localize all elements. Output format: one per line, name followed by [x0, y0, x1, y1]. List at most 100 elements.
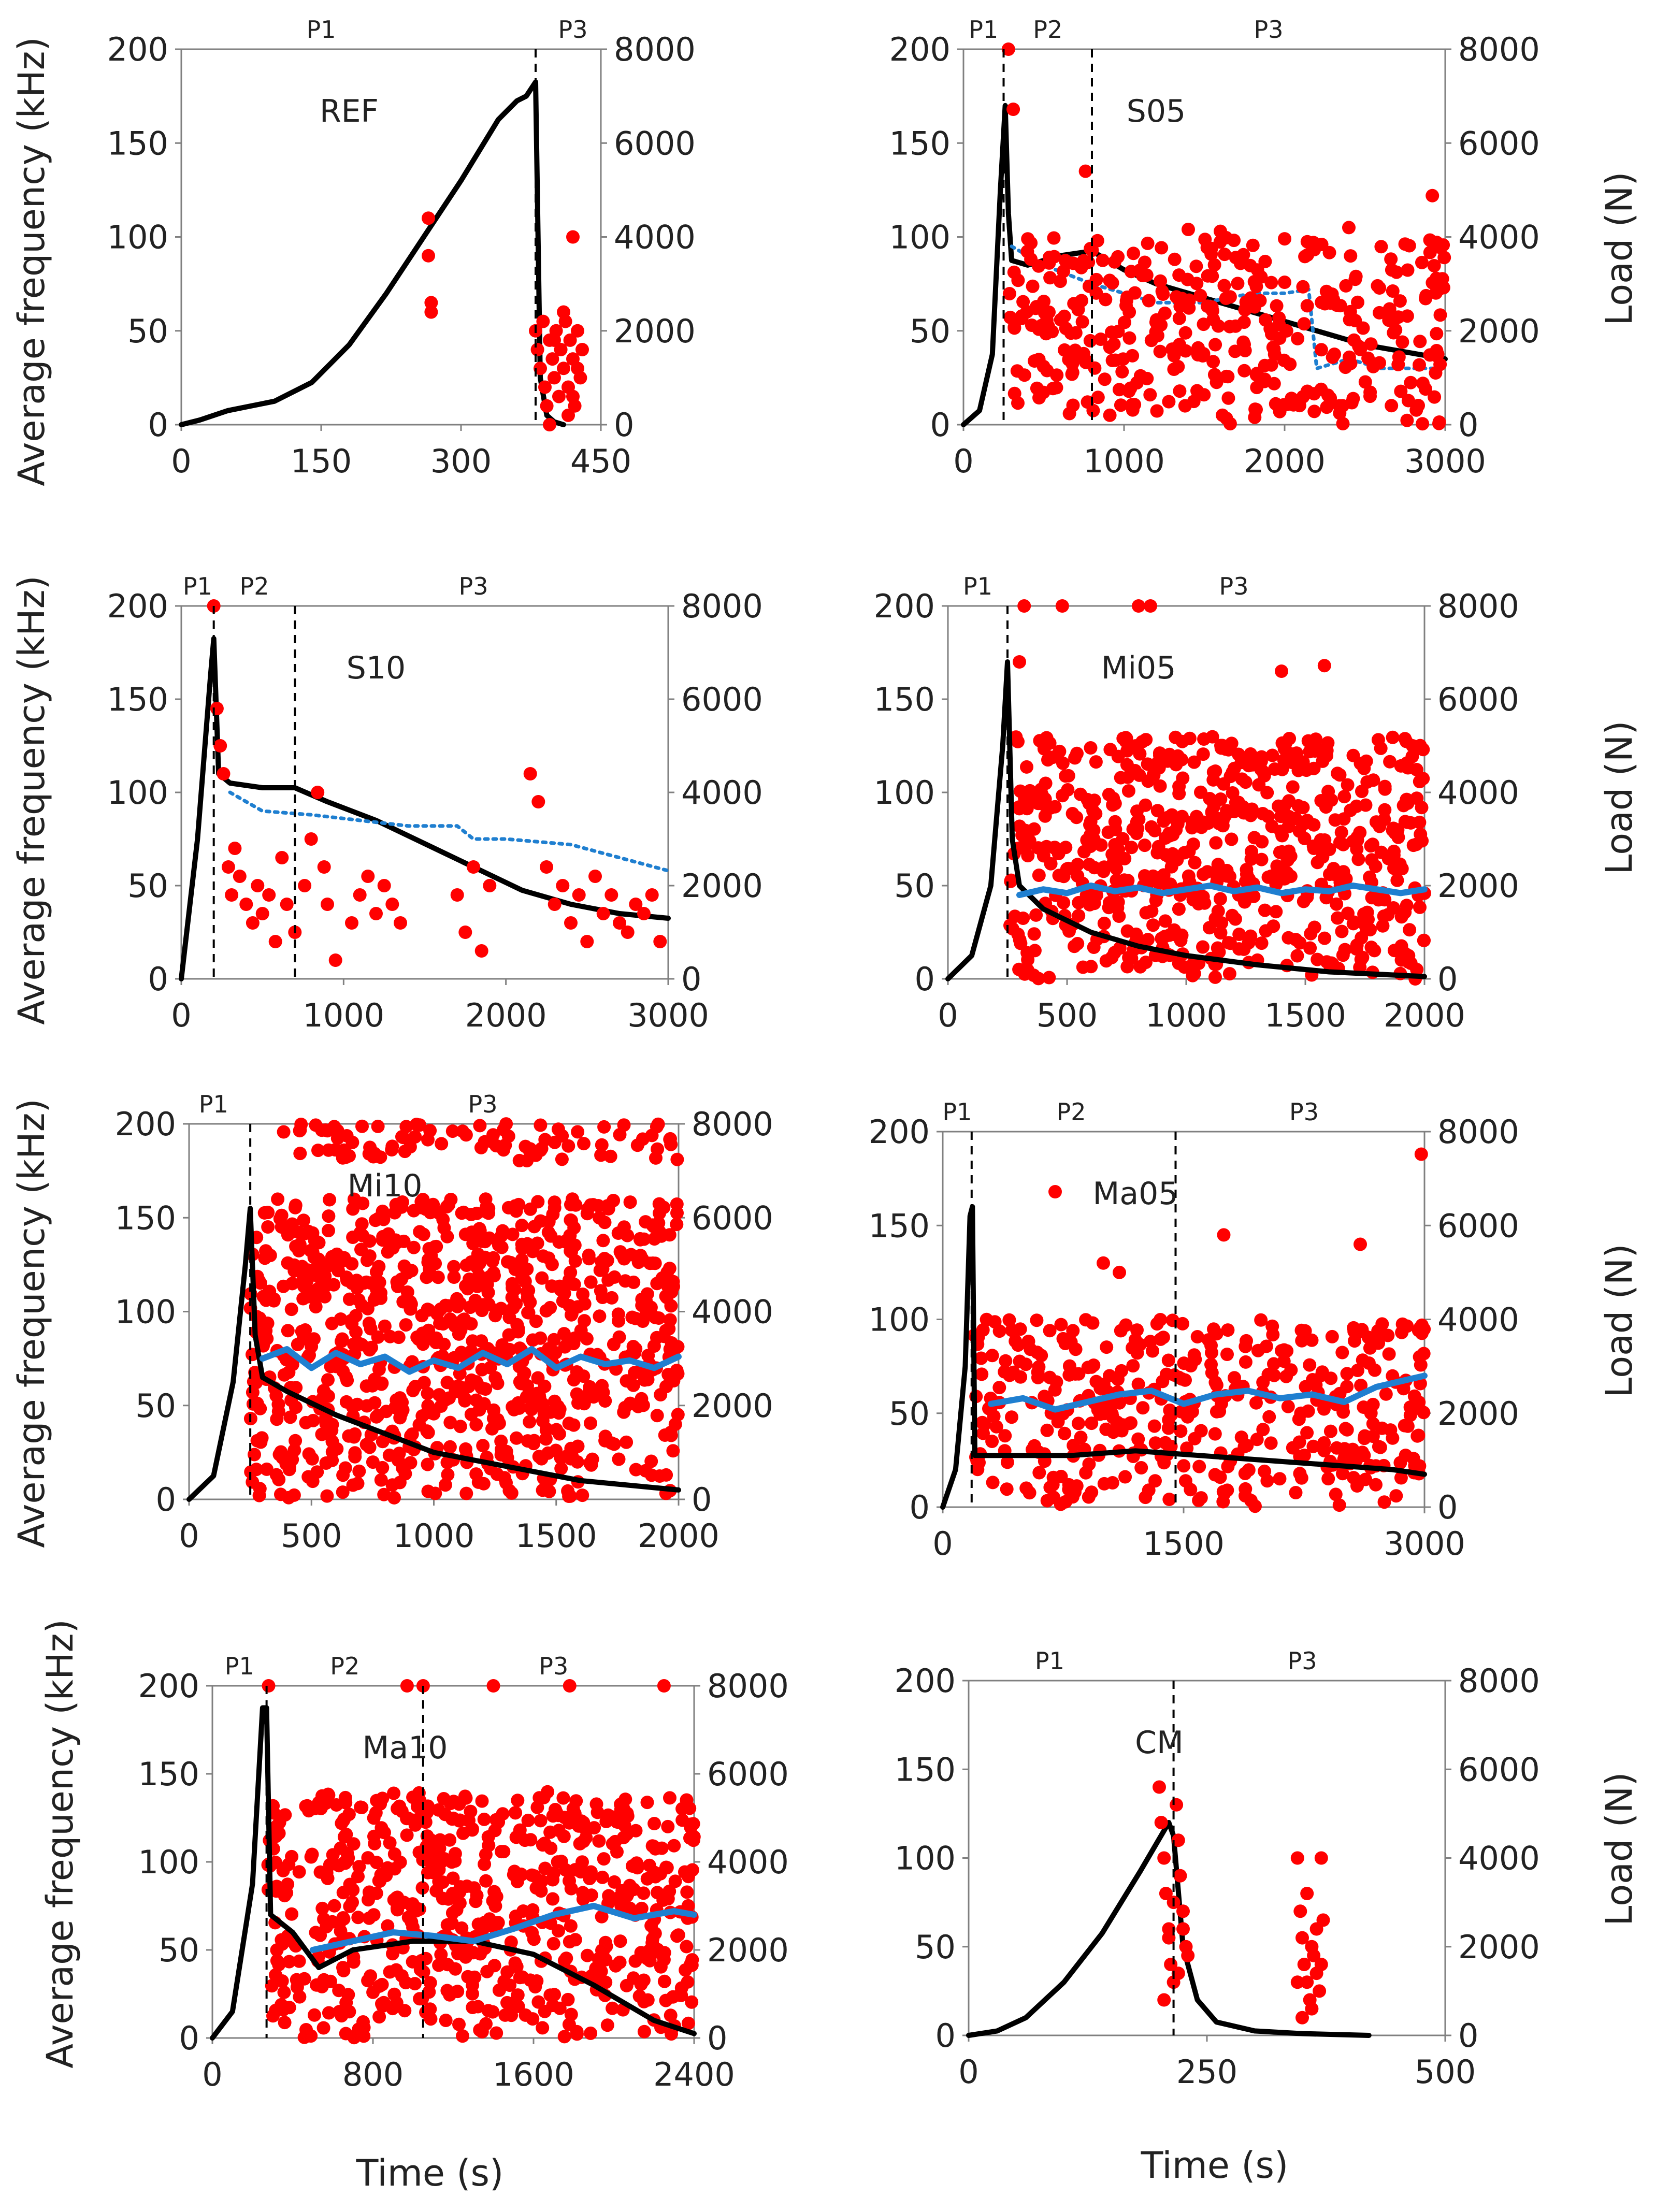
data-point	[1159, 1887, 1173, 1900]
data-point	[352, 1293, 366, 1307]
data-point	[1258, 903, 1272, 917]
data-point	[1226, 786, 1240, 800]
data-point	[1207, 1322, 1220, 1336]
data-point	[405, 1427, 419, 1441]
data-point	[1030, 300, 1044, 314]
data-point	[385, 898, 399, 911]
x-tick-label: 1000	[393, 1517, 475, 1555]
data-point	[281, 1228, 295, 1242]
data-point	[318, 1269, 332, 1283]
data-point	[1290, 1851, 1304, 1865]
data-point	[593, 1309, 607, 1323]
data-point	[1042, 256, 1056, 270]
data-point	[1057, 264, 1070, 278]
data-point	[458, 1394, 472, 1408]
data-point	[650, 1409, 664, 1423]
data-point	[977, 1418, 991, 1432]
data-point	[1351, 1364, 1364, 1377]
data-point	[434, 1948, 448, 1961]
data-point	[527, 1932, 541, 1946]
data-point	[487, 1885, 501, 1899]
data-point	[377, 1996, 391, 2009]
data-point	[1139, 1491, 1153, 1505]
data-point	[1377, 909, 1391, 923]
data-point	[596, 1944, 610, 1958]
data-point	[1289, 933, 1303, 947]
data-point	[272, 1472, 286, 1486]
data-point	[452, 2017, 466, 2031]
data-point	[563, 1679, 577, 1693]
data-point	[291, 1338, 305, 1351]
data-point	[349, 1309, 363, 1323]
data-point	[536, 2021, 550, 2035]
y-right-title: Load (N)	[1598, 1244, 1640, 1397]
data-point	[520, 1390, 534, 1404]
data-point	[1132, 768, 1146, 782]
data-point	[556, 1791, 570, 1805]
data-point	[637, 1886, 651, 1900]
data-point	[1251, 1343, 1265, 1357]
data-point	[1329, 1487, 1343, 1501]
data-point	[547, 1866, 560, 1880]
data-point	[283, 1410, 297, 1424]
data-point	[1040, 364, 1054, 378]
data-point	[1189, 259, 1203, 273]
data-point	[1297, 317, 1311, 331]
data-point	[989, 1420, 1003, 1434]
data-point	[1177, 1459, 1191, 1473]
data-point	[1335, 1346, 1349, 1360]
data-point	[576, 1288, 590, 1301]
data-point	[1020, 760, 1033, 774]
data-point	[562, 1490, 576, 1503]
data-point	[309, 1926, 323, 1940]
data-point	[1127, 247, 1141, 261]
data-point	[1239, 295, 1253, 309]
data-point	[469, 1375, 483, 1389]
data-point	[261, 1206, 275, 1220]
data-point	[555, 1152, 569, 1166]
data-point	[562, 408, 575, 422]
data-point	[378, 1319, 392, 1333]
data-point	[311, 786, 325, 799]
data-point	[563, 333, 577, 347]
data-point	[680, 1885, 694, 1899]
x-tick-label: 3000	[627, 996, 709, 1034]
data-point	[1185, 821, 1199, 835]
data-point	[1351, 852, 1365, 866]
data-point	[1213, 1405, 1227, 1418]
data-point	[1292, 1435, 1306, 1449]
data-point	[1062, 1368, 1076, 1382]
data-point	[270, 1943, 284, 1957]
data-point	[611, 1307, 625, 1321]
data-point	[1269, 397, 1283, 411]
y-right-tick-label: 6000	[614, 124, 696, 162]
data-point	[1293, 1904, 1307, 1918]
data-point	[510, 1960, 524, 1974]
data-point	[1018, 967, 1032, 981]
data-point	[259, 1293, 273, 1307]
data-point	[1052, 847, 1066, 860]
phase-label: P1	[1035, 1647, 1064, 1675]
data-point	[359, 1379, 373, 1393]
data-point	[508, 1262, 522, 1276]
data-point	[1433, 308, 1447, 322]
data-point	[631, 1255, 645, 1269]
data-point	[530, 1386, 544, 1400]
data-point	[399, 1120, 413, 1134]
data-point	[461, 1813, 475, 1827]
data-point	[1188, 856, 1202, 870]
data-point	[335, 2009, 349, 2023]
data-point	[1082, 255, 1096, 269]
data-point	[1290, 1975, 1304, 1989]
data-point	[1415, 801, 1429, 815]
data-point	[1314, 1851, 1328, 1865]
data-point	[1344, 803, 1358, 817]
data-point	[323, 1193, 337, 1207]
data-point	[1036, 849, 1050, 863]
data-point	[1153, 748, 1167, 762]
y-left-tick-label: 50	[127, 312, 168, 350]
data-point	[309, 1300, 323, 1314]
data-point	[1164, 1439, 1178, 1453]
data-point	[1395, 862, 1409, 876]
